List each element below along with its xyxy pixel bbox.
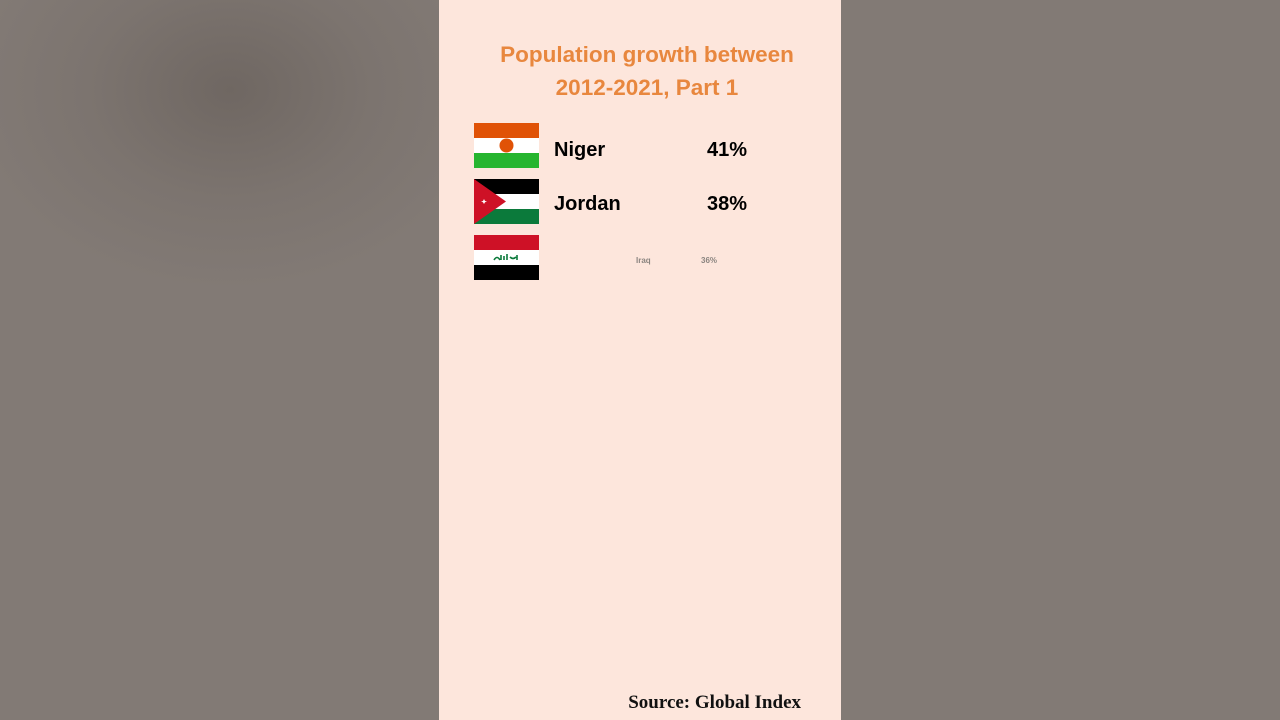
list-item-niger: Niger 41% bbox=[439, 123, 841, 173]
list-item-iraq: Iraq 36% bbox=[439, 235, 841, 285]
list-item-jordan: Jordan 38% bbox=[439, 179, 841, 229]
left-blurred-background bbox=[0, 0, 439, 720]
jordan-flag-icon bbox=[474, 179, 539, 224]
growth-value: 36% bbox=[701, 256, 718, 265]
country-name: Niger bbox=[554, 139, 606, 161]
content-panel: Population growth between 2012-2021, Par… bbox=[439, 0, 841, 720]
growth-value: 38% bbox=[707, 193, 748, 215]
growth-value: 41% bbox=[707, 139, 748, 161]
right-blurred-background bbox=[841, 0, 1280, 720]
title-line-1: Population growth between bbox=[500, 42, 794, 67]
niger-flag-icon bbox=[474, 123, 539, 168]
iraq-flag-icon bbox=[474, 235, 539, 280]
country-name: Iraq bbox=[636, 256, 651, 265]
country-name: Jordan bbox=[554, 193, 621, 215]
source-caption: Source: Global Index bbox=[628, 692, 801, 713]
page-title: Population growth between 2012-2021, Par… bbox=[439, 38, 855, 104]
title-line-2: 2012-2021, Part 1 bbox=[555, 75, 739, 100]
